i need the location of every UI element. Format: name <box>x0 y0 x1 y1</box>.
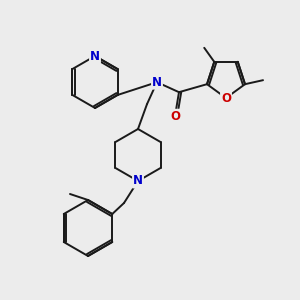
Text: O: O <box>221 92 231 104</box>
Text: N: N <box>90 50 100 62</box>
Text: O: O <box>170 110 180 123</box>
Text: N: N <box>133 175 143 188</box>
Text: N: N <box>152 76 162 89</box>
